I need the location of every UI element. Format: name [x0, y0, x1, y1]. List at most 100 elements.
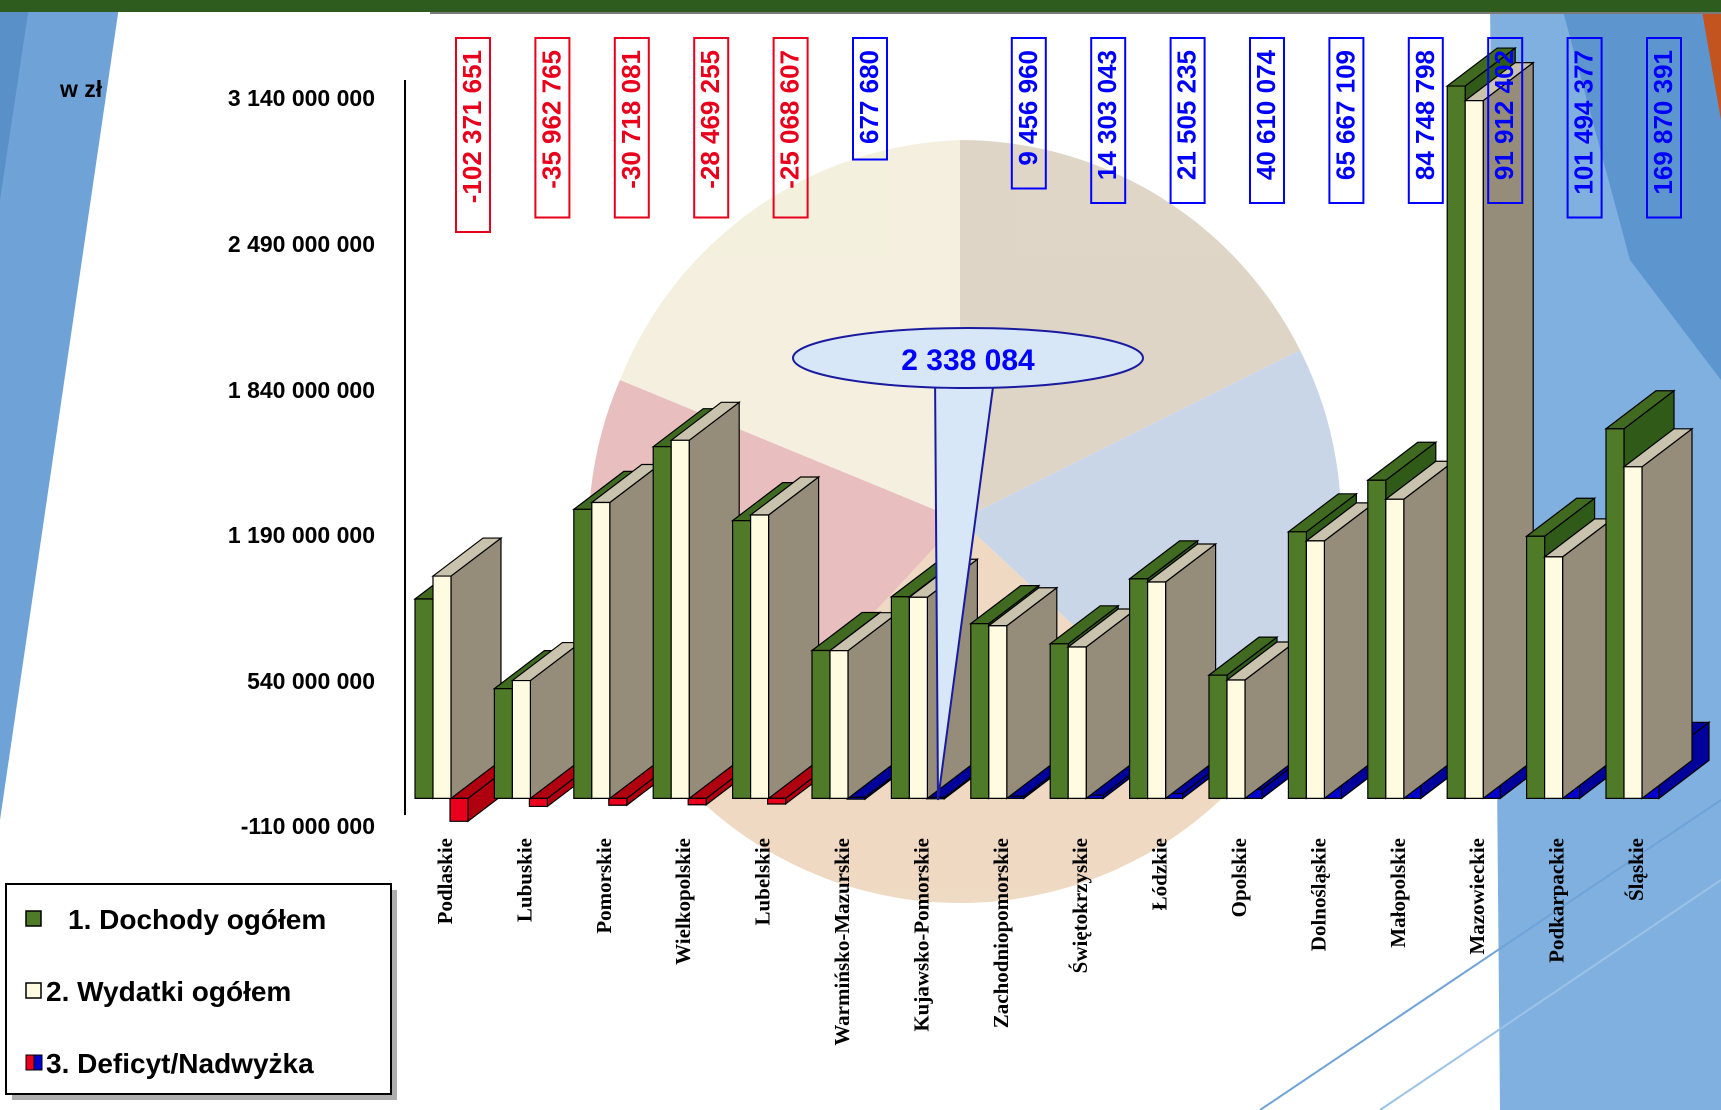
category-label: Lubelskie [751, 838, 775, 926]
category-label: Kujawsko-Pomorskie [909, 838, 933, 1032]
value-label: 40 610 074 [1249, 37, 1285, 204]
expense-bar-front [1226, 679, 1246, 799]
value-label-text: -35 962 765 [536, 50, 566, 189]
value-label-text: -102 371 651 [457, 50, 487, 203]
income-bar-front [1446, 85, 1466, 799]
value-label-box [693, 37, 730, 219]
category-label: Pomorskie [592, 838, 616, 934]
expense-bar-front [591, 501, 611, 799]
value-label: -102 371 651 [455, 37, 491, 233]
legend-label-expenses: 2. Wydatki ogółem [46, 976, 291, 1007]
expense-bar-side [1164, 542, 1217, 800]
legend-item-expenses: 2. Wydatki ogółem [25, 976, 291, 1007]
legend-item-income: 1. Dochody ogółem [25, 904, 326, 935]
expense-bar-side [1403, 460, 1455, 800]
value-label: 677 680 [852, 37, 888, 161]
value-label-box [1566, 37, 1603, 219]
legend-swatch-income [25, 910, 42, 927]
category-label: Warmińsko-Mazurskie [830, 838, 854, 1046]
expense-bar-front [1305, 540, 1326, 799]
expense-bar-front [908, 596, 929, 799]
income-bar-front [970, 623, 990, 799]
expense-bar [590, 463, 662, 800]
value-label: -28 469 255 [693, 37, 730, 219]
value-label-box [455, 37, 491, 233]
expense-bar-front [511, 679, 532, 799]
value-label: 101 494 377 [1566, 37, 1603, 219]
income-bar-front [1049, 643, 1069, 799]
income-bar-front [811, 649, 831, 799]
category-label: Opolskie [1227, 838, 1251, 917]
bar-group-12 [1366, 441, 1473, 800]
legend-swatch-expenses [25, 982, 42, 999]
expense-bar-front [432, 575, 452, 799]
value-label: 14 303 043 [1090, 37, 1127, 204]
value-label-text: 169 870 391 [1648, 50, 1678, 195]
expense-bar-front [1146, 581, 1167, 799]
category-label: Świętokrzyskie [1068, 838, 1092, 973]
category-labels-group: Podlaskie Lubuskie Pomorskie Wielkopolskie L… [433, 838, 1648, 1046]
expense-bar [1384, 460, 1456, 800]
expense-bar [1304, 501, 1377, 800]
legend-label-balance: 3. Deficyt/Nadwyżka [46, 1048, 314, 1079]
y-unit-label: w zł [59, 76, 103, 102]
income-bar-front [1525, 535, 1546, 799]
value-label-text: 14 303 043 [1092, 50, 1122, 180]
value-label-text: 91 912 402 [1489, 50, 1519, 180]
expense-bar-front [670, 439, 690, 799]
expense-bar [987, 586, 1059, 800]
category-label: Mazowieckie [1465, 838, 1489, 955]
category-label: Podlaskie [433, 838, 457, 924]
expense-bar-side [767, 475, 820, 800]
category-label: Śląskie [1624, 838, 1648, 901]
value-label: -25 068 607 [772, 37, 809, 219]
legend: 1. Dochody ogółem 2. Wydatki ogółem 3. D… [5, 883, 397, 1100]
value-label-text: 9 456 960 [1013, 50, 1043, 166]
income-bar-front [1208, 674, 1228, 799]
expense-bar-side [688, 401, 740, 800]
expense-bar [1622, 427, 1694, 800]
balance-bar-front [687, 797, 707, 806]
expense-bar [1542, 517, 1615, 800]
expense-bar-side [609, 463, 661, 800]
bar-group-3 [651, 401, 758, 806]
value-label: 9 456 960 [1010, 37, 1047, 190]
expense-bar-front [749, 514, 770, 799]
expense-bar [1066, 607, 1138, 800]
value-label-text: 65 667 109 [1330, 50, 1360, 180]
bar-group-5 [810, 611, 917, 801]
balance-bar-front [766, 797, 787, 805]
expense-bar-front [1067, 646, 1087, 799]
expense-bar-front [1623, 466, 1643, 799]
value-label-box [852, 37, 888, 161]
category-label: Podkarpackie [1545, 838, 1569, 963]
y-tick-label: 1 190 000 000 [228, 522, 375, 548]
y-tick-label: 2 490 000 000 [228, 231, 375, 257]
income-bar-front [652, 446, 672, 799]
bar-group-0 [413, 536, 520, 823]
income-bar-front [1128, 578, 1149, 799]
expense-bar-side [1641, 427, 1693, 800]
bar-group-9 [1127, 539, 1235, 800]
value-label-box [1169, 37, 1206, 204]
value-label-box [1487, 37, 1524, 204]
value-label: 84 748 798 [1407, 37, 1444, 204]
expense-bar-side [450, 536, 502, 800]
legend-swatch-balance-right [33, 1054, 43, 1071]
value-label-box [1090, 37, 1127, 204]
bar-group-1 [492, 641, 600, 808]
y-tick-label: 1 840 000 000 [228, 377, 375, 403]
value-label-text: -25 068 607 [775, 50, 805, 189]
bar-group-11 [1286, 492, 1394, 800]
category-label: Lubuskie [512, 838, 536, 922]
value-label-box [1328, 37, 1365, 204]
y-axis: w zł 3 140 000 000 2 490 000 000 1 840 0… [59, 76, 406, 839]
value-label: -30 718 081 [613, 37, 650, 219]
value-label-box [772, 37, 809, 219]
y-tick-label: 3 140 000 000 [228, 85, 375, 111]
value-label-box [1249, 37, 1285, 204]
value-label-box [1407, 37, 1444, 204]
expense-bar-side [1561, 517, 1614, 800]
income-bar-front [573, 508, 593, 799]
value-label-text: 677 680 [854, 50, 884, 144]
